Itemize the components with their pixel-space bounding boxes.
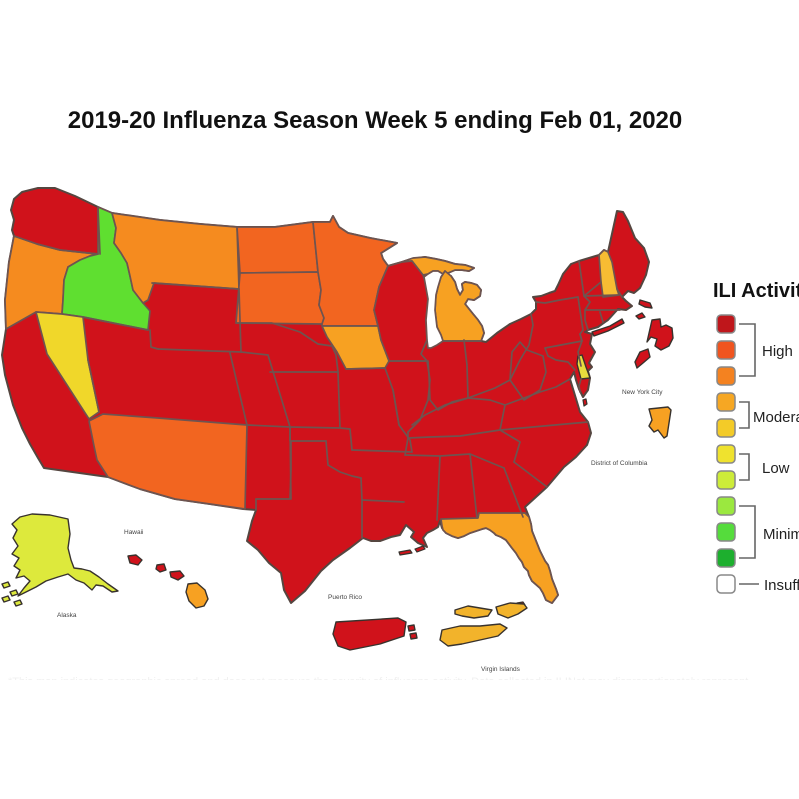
svg-text:Puerto Rico: Puerto Rico — [328, 594, 362, 601]
svg-text:New York City: New York City — [622, 389, 663, 396]
svg-text:Low: Low — [762, 460, 790, 477]
svg-text:Minimal: Minimal — [763, 526, 799, 543]
svg-text:Virgin Islands: Virgin Islands — [481, 666, 521, 673]
svg-text:2019-20 Influenza Season Week: 2019-20 Influenza Season Week 5 ending F… — [68, 107, 682, 134]
svg-text:High: High — [762, 343, 793, 360]
svg-text:Hawaii: Hawaii — [124, 529, 144, 536]
svg-text:Insufficient Data: Insufficient Data — [764, 577, 799, 594]
svg-text:Moderate: Moderate — [753, 409, 799, 426]
svg-text:Alaska: Alaska — [57, 612, 77, 619]
svg-text:District of Columbia: District of Columbia — [591, 460, 648, 467]
svg-text:ILI Activity Level: ILI Activity Level — [713, 280, 799, 302]
svg-text:*This map indicates geographic: *This map indicates geographic spread an… — [8, 676, 748, 688]
